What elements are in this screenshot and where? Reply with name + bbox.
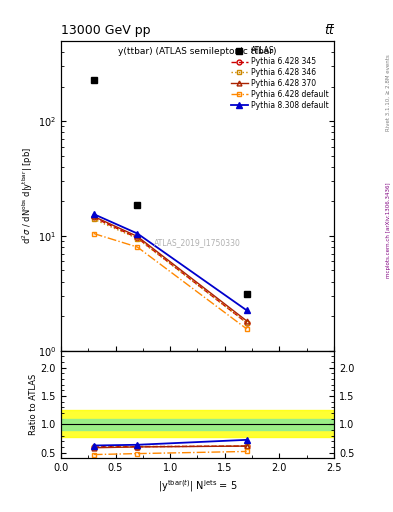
- Pythia 6.428 default: [135, 244, 140, 250]
- Text: y(ttbar) (ATLAS semileptonic ttbar): y(ttbar) (ATLAS semileptonic ttbar): [118, 47, 277, 56]
- Legend: ATLAS, Pythia 6.428 345, Pythia 6.428 346, Pythia 6.428 370, Pythia 6.428 defaul: ATLAS, Pythia 6.428 345, Pythia 6.428 34…: [230, 45, 330, 112]
- X-axis label: $|$y$^{\mathrm{tbar}(t)}$$|$ N$^{\mathrm{jets}}$ = 5: $|$y$^{\mathrm{tbar}(t)}$$|$ N$^{\mathrm…: [158, 479, 237, 495]
- Text: Rivet 3.1.10, ≥ 2.8M events: Rivet 3.1.10, ≥ 2.8M events: [386, 54, 391, 131]
- ATLAS: [244, 291, 249, 297]
- Bar: [61, 410, 334, 437]
- Text: mcplots.cern.ch [arXiv:1306.3436]: mcplots.cern.ch [arXiv:1306.3436]: [386, 183, 391, 278]
- Line: ATLAS: ATLAS: [90, 76, 250, 298]
- Line: Pythia 6.428 default: Pythia 6.428 default: [91, 231, 249, 331]
- Pythia 8.308 default: [135, 230, 140, 237]
- ATLAS: [91, 77, 96, 83]
- Pythia 8.308 default: [91, 211, 96, 217]
- Line: Pythia 6.428 345: Pythia 6.428 345: [91, 215, 249, 325]
- Bar: [61, 419, 334, 430]
- Pythia 6.428 346: [244, 320, 249, 326]
- Line: Pythia 8.308 default: Pythia 8.308 default: [91, 211, 250, 313]
- Pythia 6.428 346: [135, 236, 140, 242]
- Pythia 6.428 346: [91, 216, 96, 222]
- Pythia 6.428 345: [135, 235, 140, 241]
- Pythia 6.428 370: [244, 318, 249, 324]
- Text: ATLAS_2019_I1750330: ATLAS_2019_I1750330: [154, 238, 241, 247]
- Pythia 6.428 default: [91, 230, 96, 237]
- Pythia 6.428 370: [135, 233, 140, 240]
- Text: 13000 GeV pp: 13000 GeV pp: [61, 24, 151, 37]
- Line: Pythia 6.428 370: Pythia 6.428 370: [91, 214, 249, 323]
- Y-axis label: d$^2\sigma$ / dN$^{\mathrm{obs}}$ d$|$y$^{\mathrm{tbar}}$$|$ [pb]: d$^2\sigma$ / dN$^{\mathrm{obs}}$ d$|$y$…: [20, 147, 35, 244]
- Pythia 6.428 345: [91, 215, 96, 221]
- Pythia 8.308 default: [244, 307, 249, 313]
- ATLAS: [135, 202, 140, 208]
- Pythia 6.428 345: [244, 320, 249, 326]
- Line: Pythia 6.428 346: Pythia 6.428 346: [91, 217, 249, 325]
- Pythia 6.428 default: [244, 326, 249, 332]
- Text: tt̅: tt̅: [324, 24, 334, 37]
- Y-axis label: Ratio to ATLAS: Ratio to ATLAS: [29, 374, 38, 435]
- Pythia 6.428 370: [91, 214, 96, 220]
